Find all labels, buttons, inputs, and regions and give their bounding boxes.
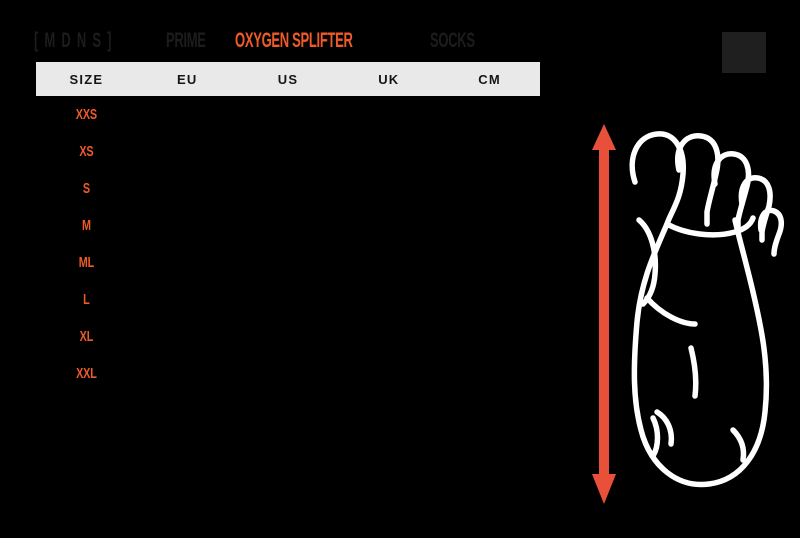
cell-us xyxy=(238,145,339,159)
page-title: [ M D N S ] PRIME OXYGEN SPLIFTER SOCKS xyxy=(34,29,502,53)
cell-uk xyxy=(338,367,439,381)
cell-eu xyxy=(137,108,238,122)
column-header-cm: CM xyxy=(478,71,501,87)
length-measure-arrow xyxy=(592,124,616,504)
cell-eu xyxy=(137,367,238,381)
cell-size: ML xyxy=(78,254,95,271)
column-header-eu: EU xyxy=(176,71,198,87)
cell-eu xyxy=(137,293,238,307)
cell-cm xyxy=(439,145,540,159)
table-row: XL xyxy=(36,318,540,355)
cell-cm xyxy=(439,330,540,344)
cell-us xyxy=(238,256,339,270)
table-row: ML xyxy=(36,244,540,281)
table-row: M xyxy=(36,207,540,244)
cell-size: S xyxy=(82,180,90,197)
cell-us xyxy=(238,182,339,196)
cell-uk xyxy=(338,330,439,344)
table-row: XXL xyxy=(36,355,540,392)
column-header-us: US xyxy=(277,71,299,87)
column-header-uk: UK xyxy=(378,71,400,87)
cell-cm xyxy=(439,367,540,381)
cell-size: L xyxy=(83,291,90,308)
cell-uk xyxy=(338,219,439,233)
foot-sole-icon xyxy=(629,131,785,488)
cell-size: XXS xyxy=(75,106,97,123)
table-row: XS xyxy=(36,133,540,170)
size-table: SIZE EU US UK CM XXS XS S xyxy=(36,62,540,392)
title-word-accent: OXYGEN SPLIFTER xyxy=(235,29,353,52)
title-word-prime: PRIME xyxy=(166,29,206,52)
cell-uk xyxy=(338,293,439,307)
cell-eu xyxy=(137,145,238,159)
column-header-size: SIZE xyxy=(69,71,104,87)
cell-eu xyxy=(137,182,238,196)
title-word-socks: SOCKS xyxy=(429,29,475,52)
cell-size: M xyxy=(81,217,91,234)
cell-us xyxy=(238,293,339,307)
cell-cm xyxy=(439,256,540,270)
cell-us xyxy=(238,219,339,233)
table-row: S xyxy=(36,170,540,207)
cell-size: XS xyxy=(79,143,94,160)
cell-us xyxy=(238,108,339,122)
cell-eu xyxy=(137,256,238,270)
table-header-row: SIZE EU US UK CM xyxy=(36,62,540,96)
table-body: XXS XS S M xyxy=(36,96,540,392)
cell-cm xyxy=(439,182,540,196)
logo-placeholder-square xyxy=(722,32,766,73)
cell-uk xyxy=(338,108,439,122)
table-row: XXS xyxy=(36,96,540,133)
cell-us xyxy=(238,330,339,344)
table-row: L xyxy=(36,281,540,318)
cell-uk xyxy=(338,182,439,196)
cell-size: XL xyxy=(79,328,94,345)
cell-cm xyxy=(439,293,540,307)
cell-size: XXL xyxy=(76,365,97,382)
brand-mark: [ M D N S ] xyxy=(34,29,113,52)
cell-uk xyxy=(338,256,439,270)
cell-us xyxy=(238,367,339,381)
cell-uk xyxy=(338,145,439,159)
foot-sole-measurement-diagram xyxy=(575,112,790,512)
cell-cm xyxy=(439,108,540,122)
cell-eu xyxy=(137,330,238,344)
cell-cm xyxy=(439,219,540,233)
cell-eu xyxy=(137,219,238,233)
